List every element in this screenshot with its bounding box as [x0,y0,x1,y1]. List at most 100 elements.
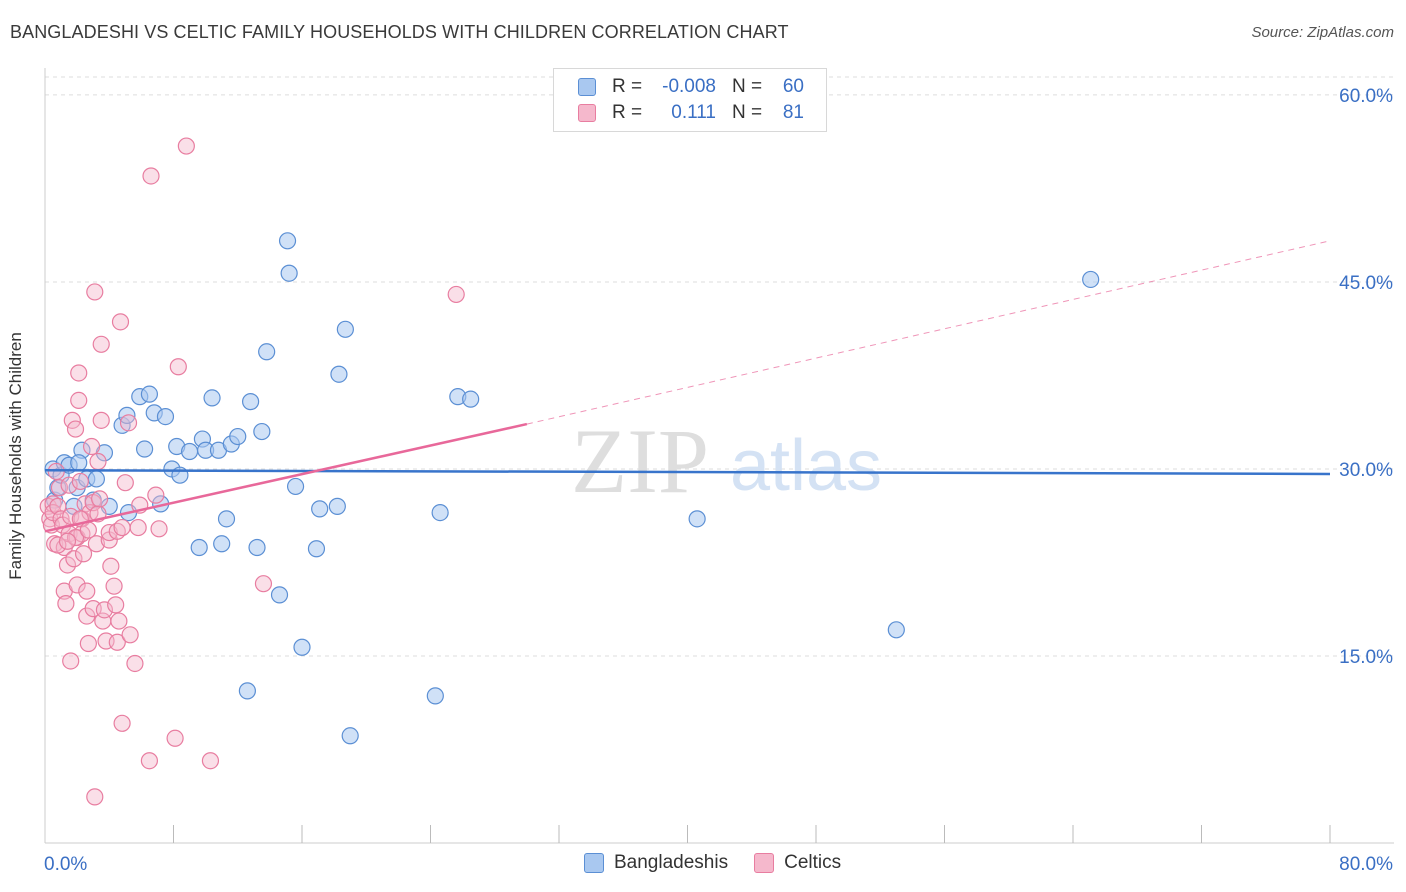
y-tick-label: 45.0% [1339,273,1393,294]
celtic-point [66,528,85,547]
legend-label-celtics: Celtics [784,852,842,873]
celtic-point [86,283,104,301]
bangladeshi-point [293,638,311,656]
celtic-point [58,532,77,550]
bangladeshi-point [431,504,449,522]
celtic-point [126,654,144,673]
legend-item-celtics[interactable]: Celtics [754,852,841,874]
celtic-point [65,550,83,568]
legend-swatch-pink [754,853,775,873]
bangladeshi-point [1082,270,1100,289]
celtic-point [86,788,104,806]
celtic-point [110,612,128,630]
legend-item-bangladeshis[interactable]: Bangladeshis [584,852,728,874]
bangladeshi-point [270,586,289,604]
celtic-point [70,364,88,382]
axes [44,68,1394,844]
celtic-point [169,358,187,376]
series-legend: Bangladeshis Celtics [584,852,867,874]
celtic-point [89,452,107,471]
bangladeshi-point [280,264,298,282]
celtic-point [129,518,147,537]
celtic-point [91,490,109,508]
bangladeshi-trend-line [44,468,1331,476]
celtic-point [92,335,110,353]
legend-r-label: R = [612,76,643,97]
celtic-point [166,729,184,747]
celtic-point [92,411,110,429]
celtic-point [177,137,195,155]
chart-title: BANGLADESHI VS CELTIC FAMILY HOUSEHOLDS … [10,22,789,42]
celtic-point [79,521,97,539]
celtic-trend-line-solid [44,422,528,533]
celtic-point [140,752,159,770]
celtic-point [79,634,97,653]
legend-label-bangladeshis: Bangladeshis [614,852,729,873]
legend-n-label: N = [732,76,763,97]
bangladeshi-point [87,470,106,488]
legend-n-label: N = [732,102,763,123]
bangladeshi-point [213,535,231,553]
celtic-point [58,556,77,574]
bangladeshi-point [887,621,905,639]
bangladeshi-point [336,320,354,338]
celtic-point [62,652,80,670]
celtic-point [71,472,89,491]
bangladeshi-point [140,385,159,403]
celtic-point [82,437,101,456]
celtic-point [102,557,120,575]
watermark-zip: ZIP [571,410,709,512]
bangladeshi-point [341,727,359,745]
celtic-point [113,518,131,537]
y-tick-label: 30.0% [1339,460,1393,481]
celtics-points [39,137,465,806]
celtic-point [111,313,130,331]
celtic-point [254,575,273,593]
grid-lines [45,76,1394,657]
bangladeshi-point [328,497,346,515]
celtic-point [147,486,165,504]
bangladeshi-point [248,538,266,557]
celtic-point [70,391,88,409]
bangladeshi-point [253,422,271,441]
celtic-point [107,596,125,614]
celtic-point [87,535,106,553]
bangladeshi-point [258,343,276,361]
source-label: Source: ZipAtlas.com [1251,24,1394,41]
celtic-point [63,411,81,429]
watermark: ZIP atlas [571,410,882,512]
celtic-trend-line-dashed [526,240,1331,425]
bangladeshi-point [203,389,221,407]
celtic-point [121,626,139,644]
celtic-point [447,285,465,304]
stats-legend: R = -0.008 N = 60 R = 0.111 N = 81 [553,68,827,132]
celtic-point [74,545,93,563]
legend-r-label: R = [612,102,643,123]
bangladeshi-point [688,510,706,528]
celtic-point [44,495,62,513]
celtic-point [201,752,220,770]
celtic-point [57,595,75,613]
legend-n-value: 60 [782,76,804,97]
celtic-point [68,576,86,594]
celtic-point [60,476,78,494]
bangladeshi-point [462,390,480,408]
bangladeshi-point [156,408,175,426]
celtic-point [49,536,67,554]
legend-row-bangladeshis: R = -0.008 N = 60 [578,74,804,100]
celtic-point [105,577,123,595]
celtic-point [142,167,160,185]
bangladeshi-point [278,232,297,250]
bangladeshi-point [330,365,348,383]
bangladeshi-point [180,442,199,461]
bangladeshi-point [135,440,154,458]
celtic-point [95,601,114,619]
celtic-point [113,714,131,732]
tick-labels: 15.0% 30.0% 45.0% 60.0% 0.0% 80.0% [44,86,1393,875]
celtic-point [108,633,126,651]
bangladeshi-point [190,538,208,557]
legend-row-celtics: R = 0.111 N = 81 [578,100,804,126]
y-axis-label: Family Households with Children [6,332,25,580]
legend-swatch-blue [584,853,604,873]
celtic-point [119,414,138,432]
